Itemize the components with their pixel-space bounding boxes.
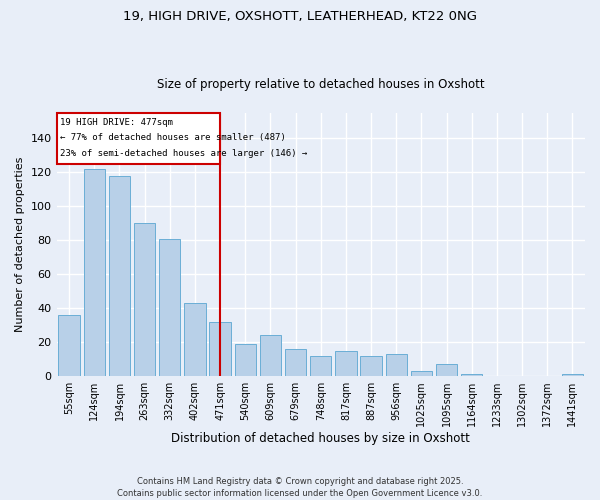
X-axis label: Distribution of detached houses by size in Oxshott: Distribution of detached houses by size … [172,432,470,445]
Bar [134,224,155,376]
Title: Size of property relative to detached houses in Oxshott: Size of property relative to detached ho… [157,78,485,91]
Text: 23% of semi-detached houses are larger (146) →: 23% of semi-detached houses are larger (… [61,148,308,158]
Bar [436,364,457,376]
Text: 19 HIGH DRIVE: 477sqm: 19 HIGH DRIVE: 477sqm [61,118,173,127]
Bar [56,113,220,164]
Bar [235,344,256,376]
Text: 19, HIGH DRIVE, OXSHOTT, LEATHERHEAD, KT22 0NG: 19, HIGH DRIVE, OXSHOTT, LEATHERHEAD, KT… [123,10,477,23]
Text: Contains HM Land Registry data © Crown copyright and database right 2025.
Contai: Contains HM Land Registry data © Crown c… [118,476,482,498]
Bar [109,176,130,376]
Bar [159,238,181,376]
Bar [386,354,407,376]
Bar [411,371,432,376]
Bar [335,350,356,376]
Bar [562,374,583,376]
Y-axis label: Number of detached properties: Number of detached properties [15,157,25,332]
Bar [209,322,231,376]
Text: ← 77% of detached houses are smaller (487): ← 77% of detached houses are smaller (48… [61,134,286,142]
Bar [184,303,206,376]
Bar [285,349,307,376]
Bar [361,356,382,376]
Bar [83,169,105,376]
Bar [260,336,281,376]
Bar [310,356,331,376]
Bar [461,374,482,376]
Bar [58,315,80,376]
